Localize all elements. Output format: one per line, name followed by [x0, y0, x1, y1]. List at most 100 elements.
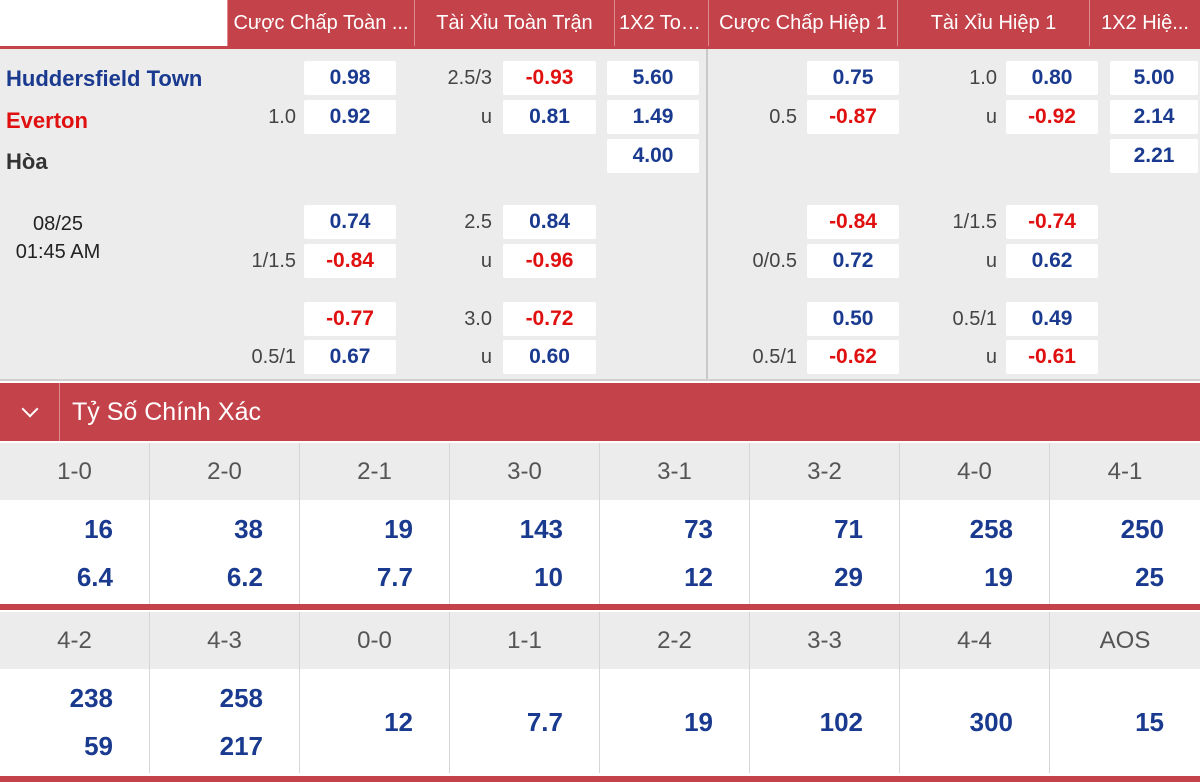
- score-odds-home[interactable]: 258: [969, 514, 1013, 544]
- ft-ou-under-label: u: [480, 346, 492, 368]
- score-odds-away[interactable]: 29: [834, 562, 863, 592]
- odds-cell[interactable]: 0.49: [1006, 302, 1098, 336]
- odds-cell[interactable]: -0.92: [1006, 100, 1098, 134]
- odds-cell[interactable]: -0.84: [807, 205, 899, 239]
- ft-ou-line: 2.5/3: [447, 67, 492, 89]
- odds-cell[interactable]: 1.49: [607, 100, 699, 134]
- score-cell[interactable]: 4-0 258 19: [900, 443, 1050, 604]
- odds-cell[interactable]: 0.98: [304, 61, 396, 95]
- odds-cell[interactable]: 4.00: [607, 139, 699, 173]
- score-odds-home[interactable]: 143: [519, 514, 563, 544]
- score-cell[interactable]: 4-1 250 25: [1050, 443, 1200, 604]
- score-odds-away[interactable]: 10: [534, 562, 563, 592]
- score-odds-home[interactable]: 16: [84, 514, 113, 544]
- score-cell[interactable]: 3-2 71 29: [750, 443, 900, 604]
- odds-cell[interactable]: 0.62: [1006, 244, 1098, 278]
- header-ft-1x2[interactable]: 1X2 Toà...: [614, 0, 708, 46]
- score-odds-away[interactable]: 12: [684, 562, 713, 592]
- score-cell[interactable]: 1-0 16 6.4: [0, 443, 150, 604]
- header-h1-1x2[interactable]: 1X2 Hiệ...: [1089, 0, 1200, 46]
- score-cell[interactable]: 1-1 7.7: [450, 612, 600, 773]
- score-cell[interactable]: 3-3 102: [750, 612, 900, 773]
- score-odds[interactable]: 7.7: [526, 707, 563, 737]
- score-odds-away[interactable]: 7.7: [376, 562, 413, 592]
- score-cell[interactable]: AOS 15: [1050, 612, 1200, 773]
- odds-cell[interactable]: 0.74: [304, 205, 396, 239]
- odds-cell[interactable]: 0.50: [807, 302, 899, 336]
- grid-separator: [0, 604, 1200, 610]
- odds-cell[interactable]: 0.60: [503, 340, 596, 374]
- odds-cell[interactable]: 0.84: [503, 205, 596, 239]
- h1-ou-under-label: u: [985, 106, 997, 128]
- odds-cell[interactable]: 0.75: [807, 61, 899, 95]
- odds-cell[interactable]: -0.96: [503, 244, 596, 278]
- score-odds-away[interactable]: 6.2: [226, 562, 263, 592]
- header-h1-handicap[interactable]: Cược Chấp Hiệp 1: [708, 0, 897, 46]
- score-odds-home[interactable]: 73: [684, 514, 713, 544]
- score-odds-home[interactable]: 238: [69, 683, 113, 713]
- odds-cell[interactable]: -0.84: [304, 244, 396, 278]
- score-odds-home[interactable]: 71: [834, 514, 863, 544]
- ft-ou-under-label: u: [480, 106, 492, 128]
- score-label: 2-1: [300, 443, 449, 500]
- score-cell[interactable]: 2-0 38 6.2: [150, 443, 300, 604]
- odds-cell[interactable]: 2.21: [1110, 139, 1198, 173]
- score-odds-away[interactable]: 6.4: [76, 562, 113, 592]
- score-label: AOS: [1050, 612, 1200, 669]
- score-odds-away[interactable]: 217: [219, 731, 263, 761]
- score-label: 0-0: [300, 612, 449, 669]
- score-label: 4-0: [900, 443, 1049, 500]
- score-label: 2-2: [600, 612, 749, 669]
- odds-cell[interactable]: -0.62: [807, 340, 899, 374]
- score-odds-away[interactable]: 19: [984, 562, 1013, 592]
- score-odds-home[interactable]: 250: [1120, 514, 1164, 544]
- score-odds[interactable]: 12: [384, 707, 413, 737]
- score-odds-away[interactable]: 25: [1135, 562, 1164, 592]
- odds-cell[interactable]: 5.00: [1110, 61, 1198, 95]
- odds-cell[interactable]: 0.67: [304, 340, 396, 374]
- odds-cell[interactable]: -0.87: [807, 100, 899, 134]
- score-odds-home[interactable]: 258: [219, 683, 263, 713]
- panel-bottom-border: [0, 379, 1200, 381]
- score-odds[interactable]: 19: [684, 707, 713, 737]
- odds-cell[interactable]: 0.72: [807, 244, 899, 278]
- odds-cell[interactable]: 2.14: [1110, 100, 1198, 134]
- score-label: 3-1: [600, 443, 749, 500]
- score-label: 2-0: [150, 443, 299, 500]
- odds-cell[interactable]: -0.93: [503, 61, 596, 95]
- score-odds-home[interactable]: 19: [384, 514, 413, 544]
- score-cell[interactable]: 3-0 143 10: [450, 443, 600, 604]
- kickoff-time: 08/25 01:45 AM: [6, 210, 110, 266]
- header-h1-over-under[interactable]: Tài Xỉu Hiệp 1: [897, 0, 1089, 46]
- header-ft-over-under[interactable]: Tài Xỉu Toàn Trận: [414, 0, 614, 46]
- h1-hdp-line: 0/0.5: [752, 250, 797, 272]
- exact-score-section-header[interactable]: Tỷ Số Chính Xác: [0, 383, 1200, 441]
- score-cell[interactable]: 4-3 258 217: [150, 612, 300, 773]
- score-odds-home[interactable]: 38: [234, 514, 263, 544]
- odds-cell[interactable]: 5.60: [607, 61, 699, 95]
- score-odds[interactable]: 300: [969, 707, 1013, 737]
- kickoff-clock: 01:45 AM: [15, 241, 101, 263]
- score-odds-away[interactable]: 59: [84, 731, 113, 761]
- odds-cell[interactable]: -0.72: [503, 302, 596, 336]
- score-cell[interactable]: 2-1 19 7.7: [300, 443, 450, 604]
- score-cell[interactable]: 0-0 12: [300, 612, 450, 773]
- odds-cell[interactable]: 0.81: [503, 100, 596, 134]
- odds-cell[interactable]: 0.80: [1006, 61, 1098, 95]
- score-cell[interactable]: 4-4 300: [900, 612, 1050, 773]
- odds-cell[interactable]: -0.77: [304, 302, 396, 336]
- odds-cell[interactable]: -0.61: [1006, 340, 1098, 374]
- odds-cell[interactable]: 0.92: [304, 100, 396, 134]
- score-cell[interactable]: 3-1 73 12: [600, 443, 750, 604]
- odds-cell[interactable]: -0.74: [1006, 205, 1098, 239]
- score-odds[interactable]: 102: [819, 707, 863, 737]
- score-odds[interactable]: 15: [1135, 707, 1164, 737]
- h1-ou-under-label: u: [985, 346, 997, 368]
- header-ft-handicap[interactable]: Cược Chấp Toàn ...: [227, 0, 414, 46]
- draw-label: Hòa: [6, 149, 48, 174]
- collapse-toggle[interactable]: [0, 383, 60, 441]
- away-team-name: Everton: [6, 108, 88, 133]
- ft-ou-under-label: u: [480, 250, 492, 272]
- score-cell[interactable]: 2-2 19: [600, 612, 750, 773]
- score-cell[interactable]: 4-2 238 59: [0, 612, 150, 773]
